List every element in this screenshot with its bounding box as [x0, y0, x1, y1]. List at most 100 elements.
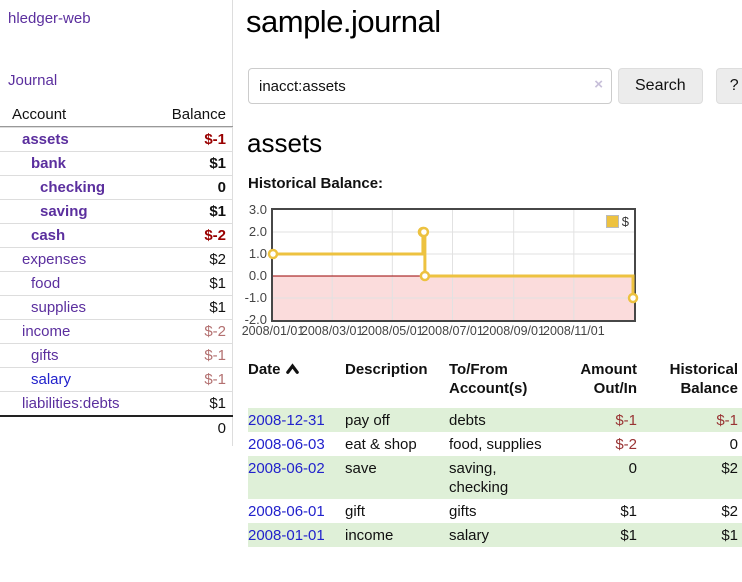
- account-balance: $-1: [204, 131, 226, 148]
- account-link[interactable]: saving: [40, 203, 88, 220]
- register-table: Date Description To/From Account(s) Amoun…: [248, 360, 742, 547]
- account-row: food $1: [0, 271, 233, 295]
- account-row: assets $-1: [0, 127, 233, 151]
- account-row: liabilities:debts $1: [0, 391, 233, 415]
- account-link[interactable]: assets: [22, 131, 69, 148]
- balance-column-header: Balance: [171, 106, 226, 123]
- x-axis-tick: 2008/09/01: [482, 324, 545, 338]
- account-link[interactable]: checking: [40, 179, 106, 196]
- transaction-date-cell: 2008-01-01: [248, 523, 345, 547]
- transaction-accounts: salary: [449, 527, 490, 544]
- account-link[interactable]: cash: [31, 227, 66, 244]
- balance-chart: $ 3.0 2.0 1.0 0.0 -1.0 -2.0 2008/01/01 2008/03/…: [0, 200, 742, 340]
- account-row: bank $1: [0, 151, 233, 175]
- column-header-accounts: To/From Account(s): [449, 360, 561, 408]
- chart-plot-area: $: [267, 208, 639, 322]
- transaction-date-link[interactable]: 2008-06-03: [248, 436, 325, 453]
- transaction-description: income: [345, 527, 394, 544]
- accounts-header-line1: To/From: [449, 361, 508, 378]
- column-header-description: Description: [345, 361, 428, 378]
- register-header-row: Date Description To/From Account(s) Amoun…: [248, 360, 742, 408]
- account-link[interactable]: supplies: [31, 299, 87, 316]
- transaction-date-cell: 2008-12-31: [248, 408, 345, 432]
- y-axis-tick: -2.0: [244, 312, 267, 327]
- account-link[interactable]: income: [22, 323, 71, 340]
- transaction-date-cell: 2008-06-03: [248, 432, 345, 456]
- search-input[interactable]: [248, 68, 612, 104]
- column-header-balance: Historical Balance: [645, 360, 742, 408]
- transaction-date-link[interactable]: 2008-06-02: [248, 460, 325, 477]
- balance-header-line1: Historical: [669, 361, 738, 378]
- account-row: gifts $-1: [0, 343, 233, 367]
- account-column-header: Account: [12, 106, 67, 123]
- transaction-date-link[interactable]: 2008-01-01: [248, 527, 325, 544]
- amount-header-line2: Out/In: [593, 380, 637, 397]
- account-link[interactable]: expenses: [22, 251, 87, 268]
- account-row: expenses $2: [0, 247, 233, 271]
- y-axis-tick: 0.0: [248, 268, 267, 283]
- amount-header-line1: Amount: [580, 361, 637, 378]
- clear-search-icon[interactable]: ×: [594, 76, 603, 93]
- transaction-row: 2008-01-01 income salary $1 $1: [248, 523, 742, 547]
- transaction-amount: 0: [628, 460, 637, 477]
- date-header-label: Date: [248, 361, 281, 378]
- y-axis-tick: -1.0: [244, 290, 267, 305]
- y-axis-tick: 3.0: [248, 202, 267, 217]
- account-balance: $-1: [204, 347, 226, 364]
- accounts-total-value: 0: [217, 420, 226, 437]
- y-axis-tick: 1.0: [248, 246, 267, 261]
- transaction-row: 2008-06-01 gift gifts $1 $2: [248, 499, 742, 523]
- transaction-date-link[interactable]: 2008-06-01: [248, 503, 325, 520]
- transaction-row: 2008-06-02 save saving, checking 0 $2: [248, 456, 742, 499]
- transaction-amount: $-2: [615, 436, 637, 453]
- account-link[interactable]: gifts: [31, 347, 59, 364]
- transaction-accounts: saving, checking: [449, 460, 509, 496]
- chevron-up-icon: [285, 360, 299, 379]
- transaction-accounts: gifts: [449, 503, 477, 520]
- account-balance: $-1: [204, 371, 226, 388]
- column-header-date[interactable]: Date: [248, 360, 345, 408]
- x-axis-tick: 2008/07/01: [421, 324, 484, 338]
- transaction-accounts: food, supplies: [449, 436, 542, 453]
- transaction-balance: $2: [721, 503, 738, 520]
- account-balance: $-2: [204, 323, 226, 340]
- search-button[interactable]: Search: [618, 68, 703, 104]
- account-link[interactable]: liabilities:debts: [22, 395, 120, 412]
- accounts-total-row: 0: [0, 415, 233, 440]
- search-bar: × Search ?: [248, 68, 742, 104]
- app-title-link[interactable]: hledger-web: [8, 10, 91, 27]
- account-balance: $1: [209, 395, 226, 412]
- account-row: supplies $1: [0, 295, 233, 319]
- account-balance: $1: [209, 299, 226, 316]
- account-balance: 0: [217, 179, 226, 196]
- account-balance: $1: [209, 275, 226, 292]
- accounts-header-line2: Account(s): [449, 380, 528, 397]
- help-button[interactable]: ?: [715, 68, 742, 104]
- account-balance: $1: [209, 155, 226, 172]
- transaction-date-link[interactable]: 2008-12-31: [248, 412, 325, 429]
- data-point: [267, 248, 279, 260]
- transaction-row: 2008-12-31 pay off debts $-1 $-1: [248, 408, 742, 432]
- account-balance: $2: [209, 251, 226, 268]
- transaction-description: gift: [345, 503, 366, 520]
- sidebar-item-journal[interactable]: Journal: [8, 72, 58, 89]
- transaction-balance: $1: [721, 527, 738, 544]
- transaction-accounts: debts: [449, 412, 486, 429]
- account-link[interactable]: bank: [31, 155, 67, 172]
- account-link[interactable]: salary: [31, 371, 72, 388]
- data-point: [418, 226, 430, 238]
- account-row: saving $1: [0, 199, 233, 223]
- account-link[interactable]: food: [31, 275, 61, 292]
- transaction-description: pay off: [345, 412, 390, 429]
- transaction-amount: $1: [620, 503, 637, 520]
- legend-label: $: [621, 214, 629, 229]
- x-axis-tick: 2008/03/01: [300, 324, 364, 338]
- chart-canvas: [267, 210, 639, 320]
- transaction-description: save: [345, 460, 377, 477]
- account-row: checking 0: [0, 175, 233, 199]
- chart-legend: $: [603, 213, 631, 230]
- transaction-amount: $-1: [615, 412, 637, 429]
- transaction-date-cell: 2008-06-01: [248, 499, 345, 523]
- balance-header-line2: Balance: [680, 380, 738, 397]
